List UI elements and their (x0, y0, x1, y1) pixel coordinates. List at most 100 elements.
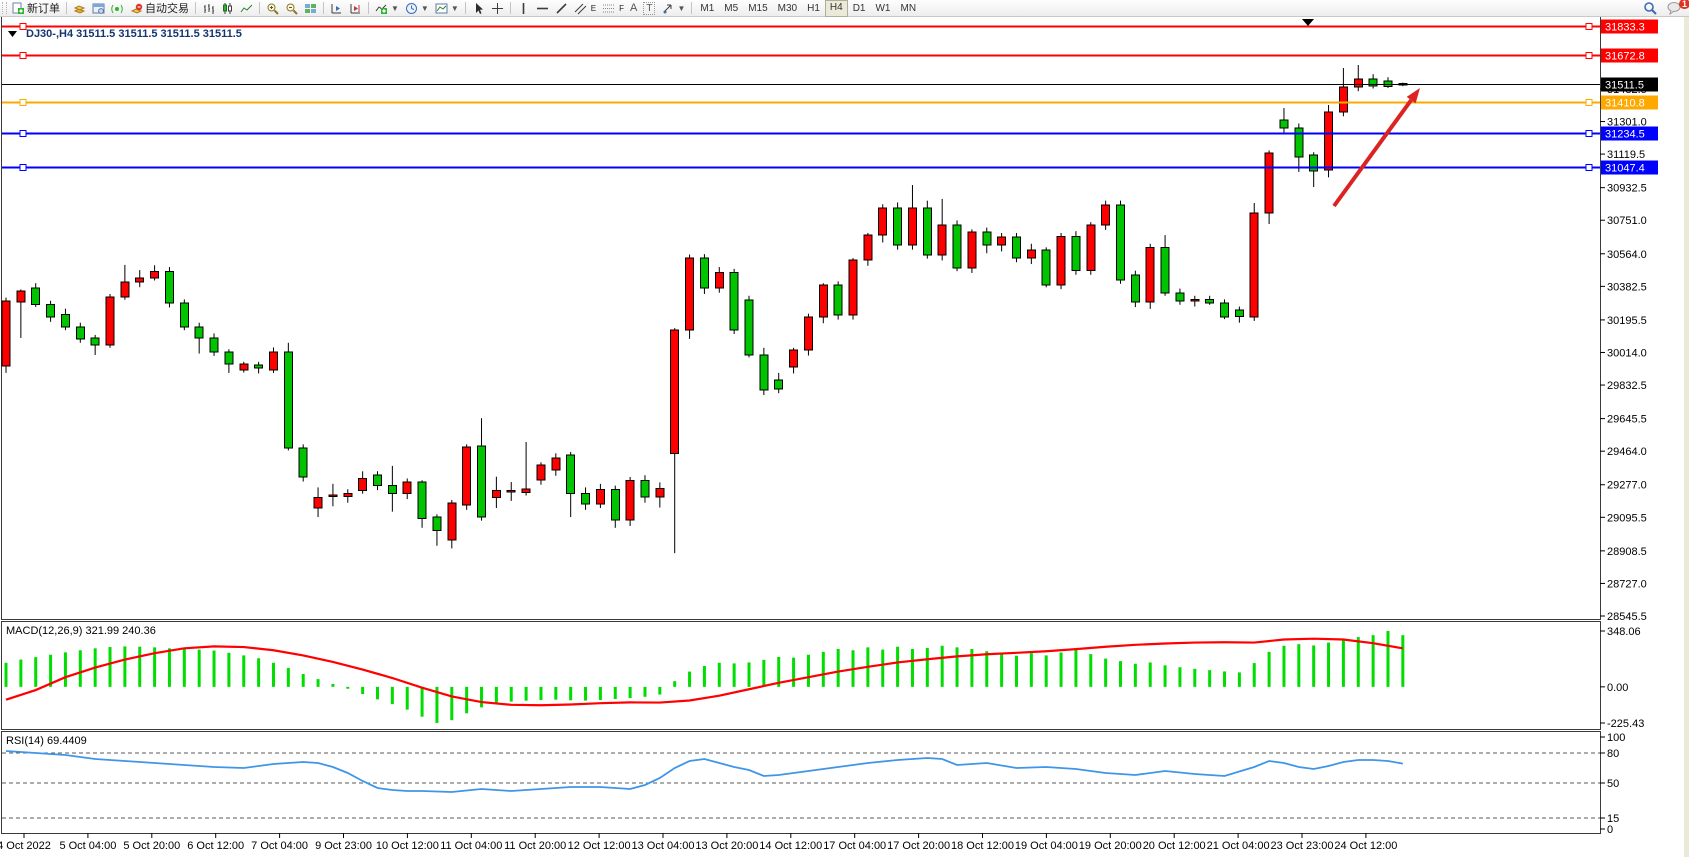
time-tick-label: 6 Oct 12:00 (187, 840, 244, 852)
notifications-button[interactable]: 1 (1664, 0, 1689, 16)
line-anchor[interactable] (19, 52, 27, 59)
chart-shift-button[interactable] (346, 1, 365, 16)
new-order-button[interactable]: 新订单 (9, 1, 63, 16)
macd-histogram-bar (1104, 658, 1108, 687)
zoom-out-button[interactable] (282, 1, 301, 16)
timeframe-d1[interactable]: D1 (852, 2, 866, 14)
line-chart-icon (240, 2, 253, 15)
timeframe-m5[interactable]: M5 (724, 2, 739, 14)
rsi-tick-label: 50 (1607, 778, 1619, 790)
candle (610, 489, 620, 521)
fibonacci-button[interactable]: F (599, 1, 627, 16)
candle (402, 481, 412, 494)
line-anchor[interactable] (1585, 164, 1593, 171)
line-anchor[interactable] (1585, 52, 1593, 59)
vertical-line-icon (517, 2, 530, 15)
line-anchor[interactable] (1585, 23, 1593, 30)
line-anchor[interactable] (19, 164, 27, 171)
price-badge-label: 31672.8 (1605, 51, 1645, 63)
candle (194, 326, 204, 339)
macd-histogram-bar (762, 659, 766, 687)
timeframe-w1[interactable]: W1 (875, 2, 891, 14)
macd-histogram-bar (1133, 663, 1137, 687)
indicators-button[interactable]: ▼ (372, 1, 402, 16)
candle (16, 290, 26, 303)
signals-button[interactable] (108, 1, 127, 16)
trendline-button[interactable] (552, 1, 571, 16)
dropdown-caret: ▼ (677, 3, 686, 13)
autotrade-button[interactable]: 自动交易 (127, 1, 192, 16)
candle (581, 492, 591, 505)
zoom-in-button[interactable] (263, 1, 282, 16)
macd-histogram-bar (153, 647, 157, 687)
new-order-icon (12, 2, 25, 15)
macd-histogram-bar (1252, 663, 1256, 687)
macd-histogram-bar (792, 657, 796, 687)
timeframe-mn[interactable]: MN (900, 2, 917, 14)
line-chart-button[interactable] (237, 1, 256, 16)
cursor-button[interactable] (469, 1, 488, 16)
market-depth-button[interactable] (70, 1, 89, 16)
tile-windows-button[interactable] (301, 1, 320, 16)
periods-button[interactable]: ▼ (402, 1, 432, 16)
candle (1175, 292, 1185, 302)
candle (863, 234, 873, 261)
macd-histogram-bar (1371, 635, 1375, 687)
price-tick-label: 30751.0 (1607, 215, 1647, 227)
chart-window-icon (92, 2, 105, 15)
candle (506, 489, 516, 493)
candle (729, 271, 739, 331)
time-tick-label: 13 Oct 20:00 (695, 840, 758, 852)
macd-histogram-bar (747, 662, 751, 687)
line-anchor[interactable] (19, 23, 27, 30)
macd-histogram-bar (881, 649, 885, 687)
annotation-arrow[interactable] (1332, 98, 1413, 208)
chart-shift-marker[interactable] (1302, 19, 1314, 26)
separator (509, 2, 511, 14)
annotation-arrow-head[interactable] (1406, 88, 1420, 104)
separator (464, 2, 466, 14)
search-button[interactable] (1640, 1, 1660, 16)
candle (75, 326, 85, 340)
crosshair-button[interactable] (488, 1, 507, 16)
candle (536, 464, 546, 481)
macd-histogram-bar (896, 646, 900, 687)
line-anchor[interactable] (19, 99, 27, 106)
macd-histogram-bar (688, 671, 692, 687)
line-anchor[interactable] (19, 130, 27, 137)
macd-panel-frame (1, 621, 1601, 730)
chart-window-button[interactable] (89, 1, 108, 16)
bar-chart-button[interactable] (199, 1, 218, 16)
text-label-button[interactable]: T (640, 1, 658, 16)
macd-histogram-bar (985, 651, 989, 687)
channel-button[interactable]: E (571, 1, 599, 16)
auto-scroll-button[interactable] (327, 1, 346, 16)
vertical-line-button[interactable] (514, 1, 533, 16)
timeframe-m30[interactable]: M30 (777, 2, 798, 14)
separator (66, 2, 67, 14)
timeframe-h4[interactable]: H4 (824, 0, 848, 17)
timeframe-m1[interactable]: M1 (700, 2, 715, 14)
macd-histogram-bar (554, 686, 558, 700)
candle (417, 481, 427, 519)
timeframe-m15[interactable]: M15 (748, 2, 768, 14)
time-tick-label: 17 Oct 04:00 (823, 840, 886, 852)
candlestick-button[interactable] (218, 1, 237, 16)
macd-histogram-bar (1267, 651, 1271, 687)
macd-histogram-bar (702, 665, 706, 687)
arrows-button[interactable]: ▼ (658, 1, 688, 16)
time-tick-label: 12 Oct 12:00 (568, 840, 631, 852)
macd-histogram-bar (376, 686, 379, 700)
symbol-dropdown-icon[interactable] (8, 31, 17, 37)
templates-button[interactable]: ▼ (432, 1, 462, 16)
line-anchor[interactable] (1585, 99, 1593, 106)
horizontal-line-button[interactable] (533, 1, 552, 16)
macd-histogram-bar (49, 654, 53, 687)
macd-histogram-bar (1044, 655, 1048, 687)
text-button[interactable]: A (627, 1, 640, 16)
macd-histogram-bar (123, 646, 127, 687)
timeframe-h1[interactable]: H1 (807, 2, 820, 14)
line-anchor[interactable] (1585, 130, 1593, 137)
periods-icon (405, 2, 418, 15)
